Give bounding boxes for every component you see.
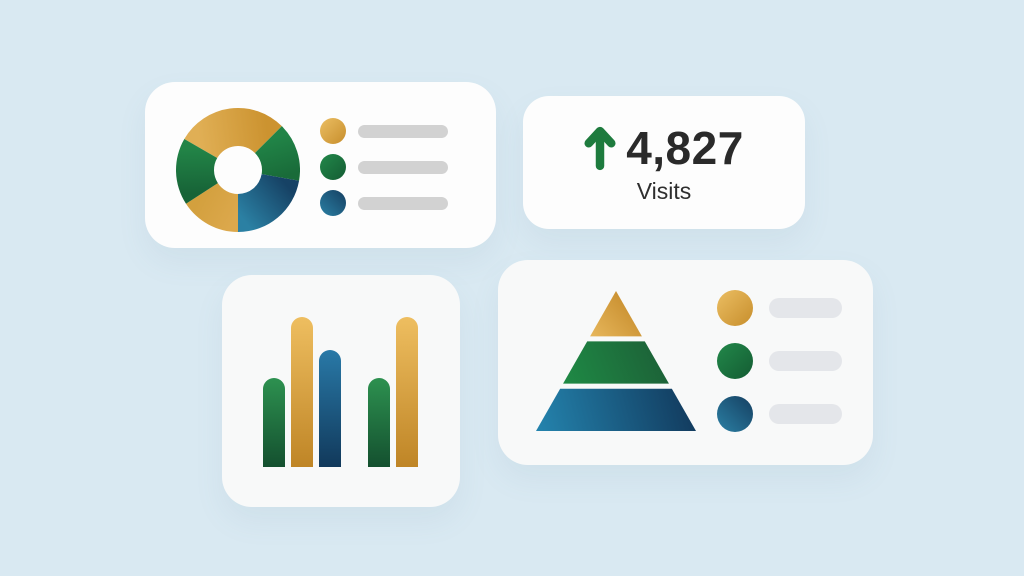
donut-chart-card — [145, 82, 496, 248]
legend-row-blue — [320, 190, 448, 216]
visits-label: Visits — [636, 177, 692, 204]
legend-text-placeholder-bar — [769, 298, 842, 318]
donut-segment-green-right — [254, 126, 300, 181]
pyramid-chart-card — [498, 260, 873, 465]
legend-dot-gold — [320, 118, 346, 144]
legend-dot-blue — [320, 190, 346, 216]
legend-row-gold — [717, 290, 842, 326]
donut-chart — [176, 108, 300, 232]
bar-2-gold — [291, 317, 313, 467]
legend-text-placeholder-bar — [358, 160, 448, 174]
legend-row-blue — [717, 396, 842, 432]
donut-segment-gold-top — [184, 108, 282, 158]
legend-dot-blue — [717, 396, 753, 432]
legend-text-placeholder-bar — [769, 404, 842, 424]
donut-segment-blue-bottom — [238, 174, 300, 232]
visits-value-row: 4,827 — [584, 125, 744, 171]
legend-row-green — [320, 154, 448, 180]
pyramid-tier-green-mid — [563, 341, 669, 384]
legend-row-green — [717, 343, 842, 379]
arrow-up-icon — [584, 126, 616, 170]
legend-dot-gold — [717, 290, 753, 326]
arrow-head — [584, 126, 616, 148]
bar-3-blue — [319, 350, 341, 467]
visits-kpi-card: 4,827 Visits — [523, 96, 805, 229]
pyramid-chart — [536, 291, 696, 431]
donut-legend — [320, 118, 448, 226]
bar-5-gold — [396, 317, 418, 467]
donut-segment-green-left — [176, 139, 218, 204]
pyramid-legend — [717, 290, 842, 449]
donut-segment-gold-bottom — [186, 183, 238, 232]
bar-1-green — [263, 378, 285, 467]
visits-value: 4,827 — [626, 121, 744, 174]
bar-chart-card — [222, 275, 460, 507]
pyramid-tier-blue-bottom — [536, 388, 696, 431]
legend-dot-green — [717, 343, 753, 379]
bar-chart — [263, 317, 418, 467]
legend-text-placeholder-bar — [358, 196, 448, 210]
legend-dot-green — [320, 154, 346, 180]
legend-row-gold — [320, 118, 448, 144]
legend-text-placeholder-bar — [769, 351, 842, 371]
legend-text-placeholder-bar — [358, 124, 448, 138]
pyramid-tier-gold-top — [590, 291, 642, 337]
bar-4-green — [368, 378, 390, 467]
